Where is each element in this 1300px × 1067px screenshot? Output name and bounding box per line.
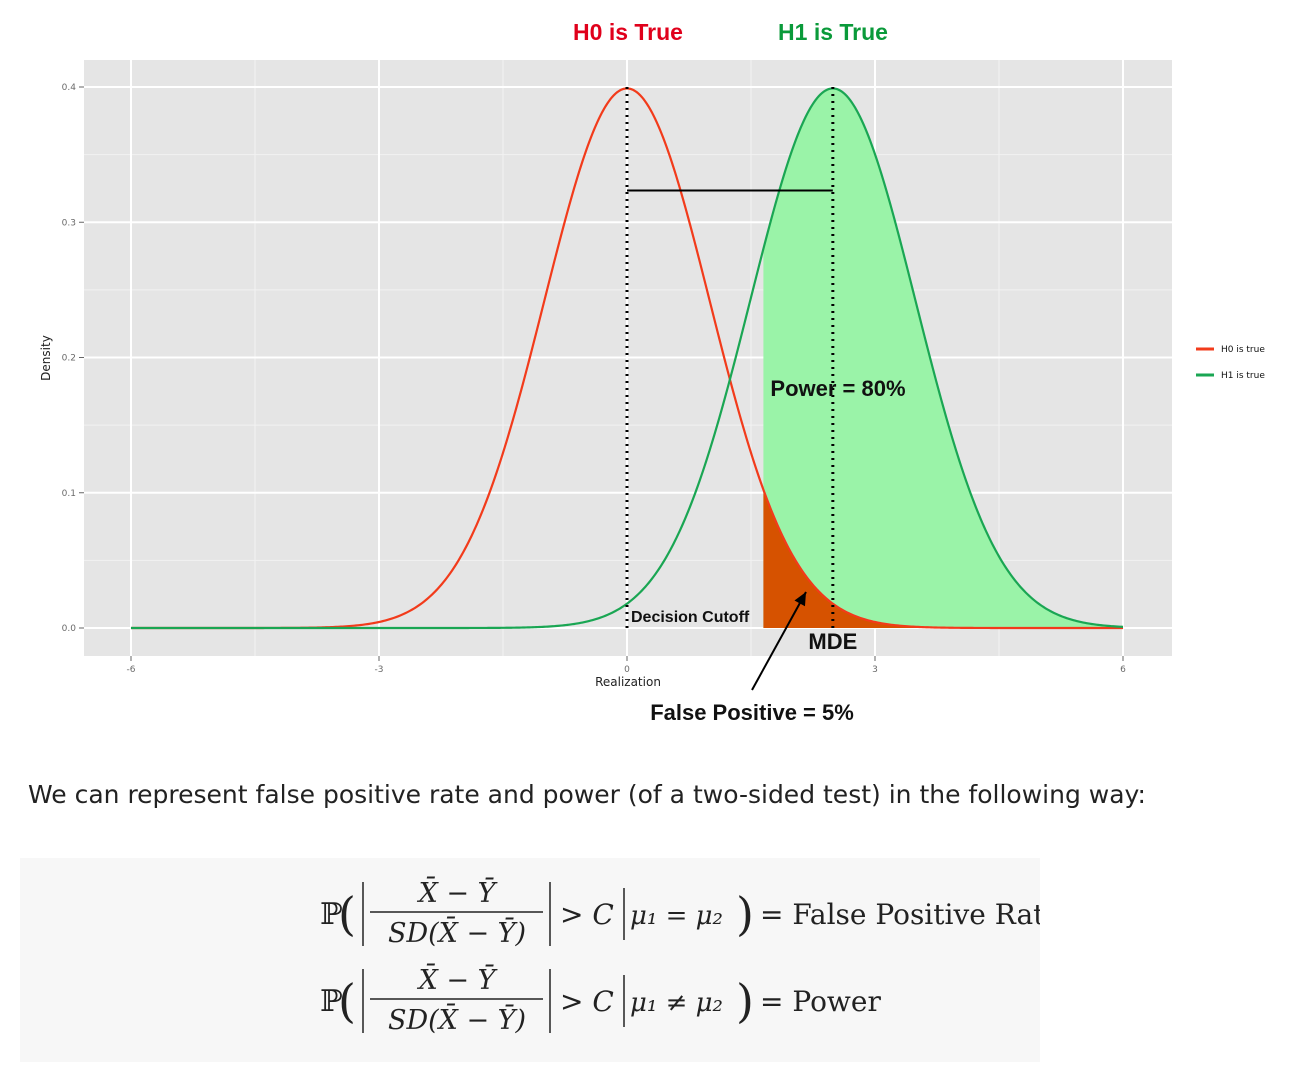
legend-label-h1: H1 is true <box>1221 371 1265 381</box>
mde-label: MDE <box>808 629 857 654</box>
explanation-text: We can represent false positive rate and… <box>28 780 1146 809</box>
fraction-denominator: SD(X̄ − Ȳ) <box>388 1002 526 1036</box>
y-tick-label: 0.3 <box>62 218 76 228</box>
paren-open: ( <box>338 887 356 941</box>
paren-close: ) <box>736 887 754 941</box>
power-label: Power = 80% <box>770 376 905 401</box>
y-axis-title: Density <box>39 335 53 381</box>
x-tick-label: -6 <box>127 665 136 675</box>
density-chart: H0 is True H1 is True Power = 80% Decisi… <box>39 19 1265 725</box>
prob-symbol: ℙ <box>320 897 343 932</box>
series-line-h1 <box>131 87 1124 630</box>
y-tick-label: 0.4 <box>62 83 77 93</box>
x-tick-label: 0 <box>624 665 630 675</box>
paren-close: ) <box>736 974 754 1028</box>
x-axis: -6 -3 0 3 6 <box>127 656 1126 675</box>
greater-than-c: > C <box>560 985 614 1018</box>
formula-svg: ℙ ( X̄ − Ȳ SD(X̄ − Ȳ) > C μ₁ = μ₂ ) = Fa… <box>320 875 1061 1036</box>
false-positive-area <box>763 489 1123 628</box>
rhs-power: = Power <box>760 985 881 1018</box>
y-tick-label: 0.1 <box>62 489 76 499</box>
x-tick-label: 6 <box>1120 665 1126 675</box>
formula-false-positive: ℙ ( X̄ − Ȳ SD(X̄ − Ȳ) > C μ₁ = μ₂ ) = Fa… <box>320 875 1061 949</box>
h0-header: H0 is True <box>573 19 683 45</box>
fraction-numerator: X̄ − Ȳ <box>417 962 498 996</box>
condition-equal: μ₁ = μ₂ <box>630 901 723 931</box>
condition-not-equal: μ₁ ≠ μ₂ <box>630 988 723 1018</box>
formula-power: ℙ ( X̄ − Ȳ SD(X̄ − Ȳ) > C μ₁ ≠ μ₂ ) = Po… <box>320 962 881 1036</box>
y-tick-label: 0.0 <box>62 624 77 634</box>
decision-cutoff-label: Decision Cutoff <box>631 609 750 626</box>
y-axis: 0.0 0.1 0.2 0.3 0.4 <box>62 83 84 634</box>
fraction-numerator: X̄ − Ȳ <box>417 875 498 909</box>
prob-symbol: ℙ <box>320 984 343 1019</box>
x-tick-label: 3 <box>872 665 878 675</box>
rhs-false-positive-rate: = False Positive Rate <box>760 898 1040 931</box>
y-tick-label: 0.2 <box>62 354 76 364</box>
arrow-head-icon <box>794 592 806 607</box>
false-positive-label: False Positive = 5% <box>650 700 854 725</box>
h1-header: H1 is True <box>778 19 888 45</box>
formula-block: ℙ ( X̄ − Ȳ SD(X̄ − Ȳ) > C μ₁ = μ₂ ) = Fa… <box>20 858 1061 1062</box>
legend-label-h0: H0 is true <box>1221 345 1265 355</box>
greater-than-c: > C <box>560 898 614 931</box>
false-positive-arrow <box>751 591 807 691</box>
legend: H0 is true H1 is true <box>1196 345 1265 381</box>
x-axis-title: Realization <box>595 675 661 689</box>
paren-open: ( <box>338 974 356 1028</box>
x-tick-label: -3 <box>375 665 384 675</box>
power-area <box>763 88 1123 629</box>
fraction-denominator: SD(X̄ − Ȳ) <box>388 915 526 949</box>
